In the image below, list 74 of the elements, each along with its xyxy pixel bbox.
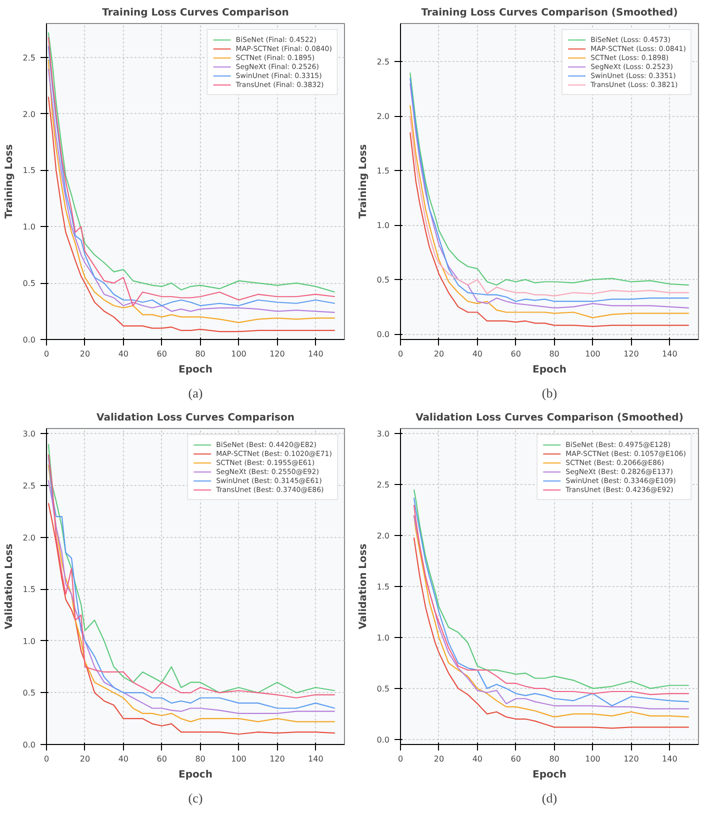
y-tick-label: 0.0 xyxy=(22,740,36,750)
x-tick-label: 60 xyxy=(156,350,167,358)
x-tick-label: 100 xyxy=(585,350,600,358)
x-tick-label: 80 xyxy=(549,754,560,764)
y-tick-label: 2.5 xyxy=(22,481,36,490)
text: (c) xyxy=(188,790,203,806)
x-tick-label: 100 xyxy=(231,754,246,764)
y-tick-label: 0.0 xyxy=(376,330,390,340)
x-tick-label: 80 xyxy=(549,350,560,358)
x-tick-label: 60 xyxy=(510,754,521,764)
x-tick-label: 140 xyxy=(308,350,324,358)
y-tick-label: 2.0 xyxy=(376,112,390,122)
x-tick-label: 120 xyxy=(270,754,285,764)
x-tick-label: 40 xyxy=(472,350,482,358)
x-tick-label: 0 xyxy=(398,754,404,764)
x-tick-label: 20 xyxy=(80,350,90,358)
x-tick-label: 0 xyxy=(44,350,50,358)
x-axis-title: Epoch xyxy=(178,770,212,780)
y-tick-label: 1.0 xyxy=(22,636,36,646)
y-tick-label: 2.5 xyxy=(22,53,36,62)
y-tick-label: 2.5 xyxy=(376,58,390,67)
text: (d) xyxy=(542,790,558,806)
y-tick-label: 1.0 xyxy=(22,222,36,232)
x-tick-label: 60 xyxy=(510,350,521,358)
y-axis-title: Training Loss xyxy=(358,144,369,219)
x-tick-label: 60 xyxy=(156,754,167,764)
y-tick-label: 2.0 xyxy=(22,533,36,542)
y-tick-label: 1.0 xyxy=(376,221,390,230)
y-tick-label: 1.5 xyxy=(22,585,36,594)
y-tick-label: 0.5 xyxy=(22,688,36,698)
y-tick-label: 1.5 xyxy=(376,166,390,176)
x-tick-label: 20 xyxy=(434,350,444,358)
text: (b) xyxy=(542,386,558,400)
x-tick-label: 140 xyxy=(308,754,324,764)
y-tick-label: 3.0 xyxy=(376,430,390,439)
x-tick-label: 80 xyxy=(195,754,206,764)
y-tick-label: 2.0 xyxy=(376,532,390,541)
x-axis-title: Epoch xyxy=(178,364,212,376)
x-tick-label: 40 xyxy=(118,754,128,764)
x-tick-label: 40 xyxy=(118,350,128,358)
x-tick-label: 140 xyxy=(662,350,678,358)
y-axis-title: Validation Loss xyxy=(358,544,369,630)
text: (a) xyxy=(188,386,203,400)
chart-title: Training Loss Curves Comparison xyxy=(102,8,289,18)
y-tick-label: 1.5 xyxy=(22,166,36,176)
chart-title: Validation Loss Curves Comparison (Smoothed) xyxy=(416,412,684,424)
y-tick-label: 0.0 xyxy=(376,735,390,744)
y-tick-label: 0.0 xyxy=(22,336,36,344)
y-tick-label: 2.5 xyxy=(376,480,390,490)
x-tick-label: 100 xyxy=(231,350,246,358)
x-tick-label: 120 xyxy=(270,350,285,358)
x-tick-label: 40 xyxy=(472,754,482,764)
y-tick-label: 0.5 xyxy=(376,684,390,694)
x-axis-title: Epoch xyxy=(532,770,566,780)
y-tick-label: 1.5 xyxy=(376,582,390,592)
y-tick-label: 1.0 xyxy=(376,633,390,642)
x-tick-label: 80 xyxy=(195,350,206,358)
x-tick-label: 20 xyxy=(80,754,90,764)
y-tick-label: 0.5 xyxy=(22,279,36,288)
x-tick-label: 20 xyxy=(434,754,444,764)
x-tick-label: 0 xyxy=(44,754,50,764)
x-tick-label: 120 xyxy=(624,754,639,764)
x-tick-label: 140 xyxy=(662,754,678,764)
y-axis-title: Validation Loss xyxy=(4,544,15,630)
chart-title: Validation Loss Curves Comparison xyxy=(96,412,294,424)
x-tick-label: 0 xyxy=(398,350,404,358)
chart-title: Training Loss Curves Comparison (Smoothed) xyxy=(421,8,678,18)
y-tick-label: 0.5 xyxy=(376,276,390,285)
y-axis-title: Training Loss xyxy=(4,144,15,219)
y-tick-label: 2.0 xyxy=(22,110,36,119)
x-tick-label: 120 xyxy=(624,350,639,358)
y-tick-label: 3.0 xyxy=(22,430,36,439)
x-tick-label: 100 xyxy=(585,754,600,764)
x-axis-title: Epoch xyxy=(532,364,566,376)
